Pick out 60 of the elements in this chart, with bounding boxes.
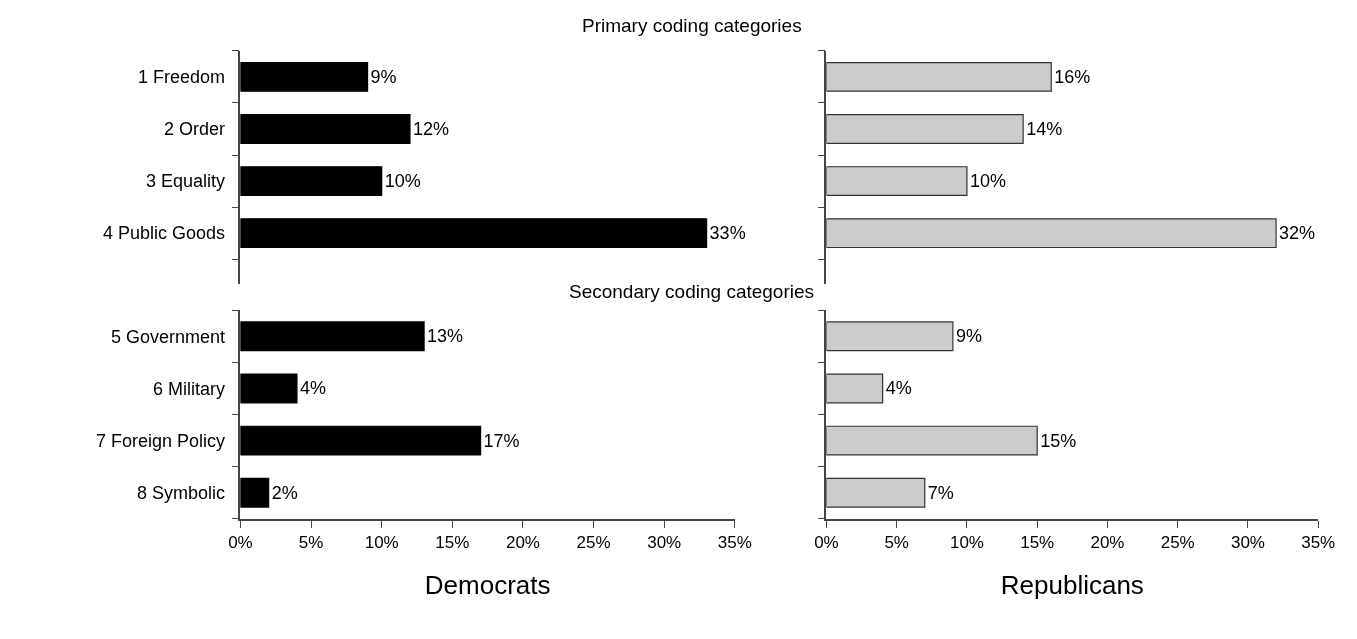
x-tick-label: 5%	[298, 532, 324, 552]
data-label: 32%	[1279, 223, 1316, 244]
bar	[240, 373, 298, 404]
data-label: 33%	[709, 223, 746, 244]
x-axis-title: Democrats	[424, 570, 551, 601]
x-tick-label: 0%	[814, 532, 839, 552]
data-label: 10%	[384, 171, 421, 192]
bar	[240, 218, 708, 249]
bar	[826, 425, 1038, 456]
data-label: 17%	[483, 430, 520, 451]
x-tick-label: 20%	[1090, 532, 1125, 552]
chart-title: Primary coding categories	[582, 15, 802, 36]
data-label: 15%	[1040, 430, 1077, 451]
y-tick-label: 4 Public Goods	[103, 223, 226, 244]
x-axis-title: Republicans	[1000, 570, 1144, 601]
x-tick-label: 35%	[1301, 532, 1336, 552]
data-label: 12%	[412, 118, 449, 139]
bar	[826, 477, 926, 508]
chart-title: Secondary coding categories	[569, 281, 815, 302]
bar	[826, 218, 1277, 249]
data-label: 10%	[969, 171, 1006, 192]
bar	[826, 114, 1024, 144]
y-tick-label: 3 Equality	[146, 171, 226, 192]
x-tick-label: 10%	[364, 532, 399, 552]
bar	[240, 425, 482, 456]
y-tick-label: 7 Foreign Policy	[96, 430, 226, 451]
x-tick-label: 5%	[884, 532, 909, 552]
y-tick-label: 6 Military	[153, 378, 226, 399]
x-tick-label: 30%	[1230, 532, 1265, 552]
data-label: 4%	[299, 378, 326, 399]
bar	[826, 61, 1052, 92]
y-tick-label: 5 Government	[111, 326, 226, 347]
data-label: 9%	[370, 66, 397, 87]
x-tick-label: 25%	[1160, 532, 1195, 552]
data-label: 7%	[927, 482, 954, 503]
y-tick-label: 2 Order	[164, 119, 226, 140]
y-tick-label: 8 Symbolic	[137, 483, 226, 504]
data-label: 4%	[885, 378, 912, 399]
x-tick-label: 15%	[435, 532, 470, 552]
bar	[240, 166, 383, 196]
data-label: 2%	[271, 482, 298, 503]
x-tick-label: 10%	[949, 532, 984, 552]
bar	[240, 321, 425, 352]
x-tick-label: 20%	[505, 532, 540, 552]
x-tick-label: 25%	[576, 532, 611, 552]
data-label: 16%	[1054, 66, 1091, 87]
bar	[826, 321, 954, 352]
x-tick-label: 35%	[717, 532, 752, 552]
data-label: 13%	[427, 326, 464, 347]
x-tick-label: 15%	[1020, 532, 1055, 552]
bar	[826, 166, 968, 196]
bar	[240, 114, 411, 144]
bar	[240, 61, 369, 92]
x-tick-label: 0%	[228, 532, 253, 552]
x-tick-label: 30%	[647, 532, 682, 552]
data-label: 9%	[955, 326, 982, 347]
bar	[826, 373, 884, 404]
data-label: 14%	[1026, 118, 1063, 139]
y-tick-label: 1 Freedom	[138, 67, 226, 88]
bar	[240, 477, 270, 508]
